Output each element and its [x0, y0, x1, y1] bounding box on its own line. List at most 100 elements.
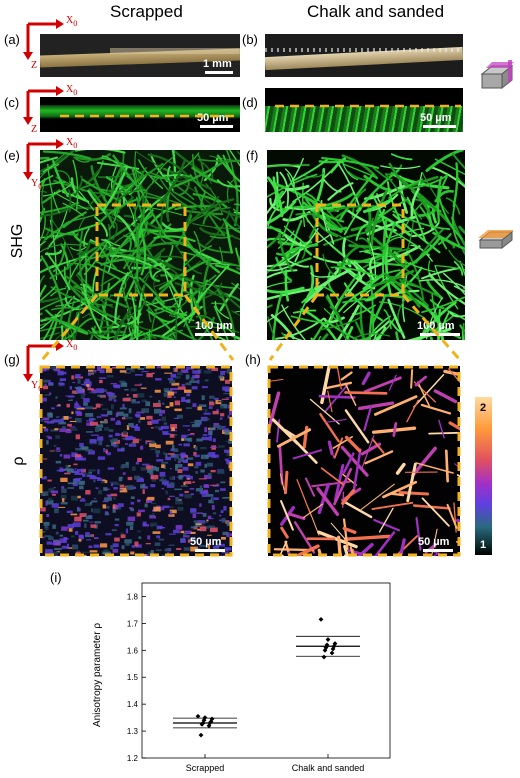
fiber [287, 173, 309, 223]
fiber [229, 150, 240, 167]
x-tick-label: Chalk and sanded [292, 763, 365, 773]
rho-fiber [305, 477, 316, 497]
rho-pixel [84, 523, 87, 528]
rho-fiber [364, 450, 394, 465]
fiber [321, 156, 380, 169]
rho-pixel [189, 380, 197, 383]
rho-pixel [192, 481, 195, 483]
fiber [141, 194, 164, 200]
rho-pixel [150, 484, 156, 488]
fiber [330, 270, 362, 321]
rho-fiber [342, 526, 357, 534]
fiber [219, 283, 239, 312]
rho-pixel [56, 551, 60, 553]
rho-pixel [170, 424, 178, 429]
fiber [40, 156, 59, 164]
rho-pixel [192, 375, 199, 379]
rho-pixel [190, 508, 197, 513]
fiber [47, 163, 60, 214]
rho-pixel [124, 388, 129, 391]
fiber [275, 256, 293, 282]
fiber [452, 162, 459, 208]
rho-pixel [77, 495, 81, 499]
rho-pixel [87, 372, 91, 376]
rho-pixel [159, 471, 166, 477]
rho-pixel [150, 549, 154, 554]
rho-pixel [136, 512, 141, 517]
fiber [76, 242, 91, 255]
fiber [60, 321, 72, 340]
fiber [198, 158, 235, 163]
fiber [342, 163, 378, 179]
fiber [231, 310, 240, 317]
rho-pixel [77, 508, 81, 512]
rho-pixel [222, 426, 226, 428]
rho-fiber [392, 422, 398, 437]
rho-pixel [172, 529, 180, 534]
rho-fiber [388, 374, 397, 391]
rho-fiber [320, 467, 344, 486]
fiber [182, 231, 215, 269]
rho-pixel [204, 427, 208, 433]
rho-pixel [61, 468, 66, 472]
scalebar-h [423, 549, 453, 552]
rho-pixel [101, 389, 107, 393]
rho-pixel [61, 371, 67, 375]
rho-pixel [154, 389, 161, 393]
fiber [310, 272, 332, 278]
fiber [392, 213, 441, 254]
rho-pixel [61, 486, 65, 489]
rho-pixel [136, 478, 145, 483]
fiber [267, 304, 273, 309]
fiber [410, 222, 440, 238]
rho-pixel [186, 366, 194, 370]
fiber [357, 337, 370, 340]
rho-pixel [164, 548, 171, 552]
rho-pixel [103, 451, 109, 453]
fiber [311, 212, 339, 238]
rho-pixel [209, 395, 215, 399]
fiber [399, 278, 429, 308]
data-point [322, 647, 328, 653]
rho-pixel [128, 423, 134, 427]
chart-ylabel: Anisotropy parameter ρ [92, 623, 103, 727]
fiber [430, 311, 445, 340]
rho-pixel [220, 488, 226, 491]
fiber [135, 321, 150, 331]
rho-pixel [197, 379, 200, 384]
rho-pixel [214, 397, 219, 400]
rho-pixel [97, 456, 106, 460]
rho-fiber [293, 521, 316, 554]
fiber [98, 198, 139, 224]
rho-pixel [149, 395, 153, 398]
fiber [156, 335, 172, 340]
panel-label-f: (f) [246, 148, 259, 163]
rho-fiber [284, 429, 297, 438]
rho-pixel [183, 547, 190, 551]
rho-fiber [292, 449, 323, 460]
rho-pixel [116, 507, 121, 510]
rho-pixel [104, 511, 108, 514]
rho-pixel [196, 512, 204, 514]
rho-pixel [43, 379, 49, 383]
rho-pixel [210, 484, 218, 486]
rho-pixel [209, 401, 215, 406]
data-point [331, 643, 337, 649]
rho-pixel [202, 434, 208, 436]
rho-pixel [225, 397, 230, 399]
panel-label-i: (i) [50, 570, 62, 585]
rho-pixel [58, 421, 67, 425]
rho-pixel [106, 494, 111, 497]
rho-pixel [217, 400, 224, 403]
rho-pixel [81, 551, 90, 553]
rho-pixel [53, 449, 62, 452]
fiber [302, 172, 324, 178]
fiber [90, 165, 109, 206]
rho-pixel [57, 370, 64, 376]
fiber [192, 192, 228, 208]
rho-pixel [91, 500, 98, 503]
fiber [316, 168, 326, 201]
rho-pixel [43, 458, 48, 460]
fiber [388, 162, 414, 191]
rho-pixel [169, 476, 175, 481]
